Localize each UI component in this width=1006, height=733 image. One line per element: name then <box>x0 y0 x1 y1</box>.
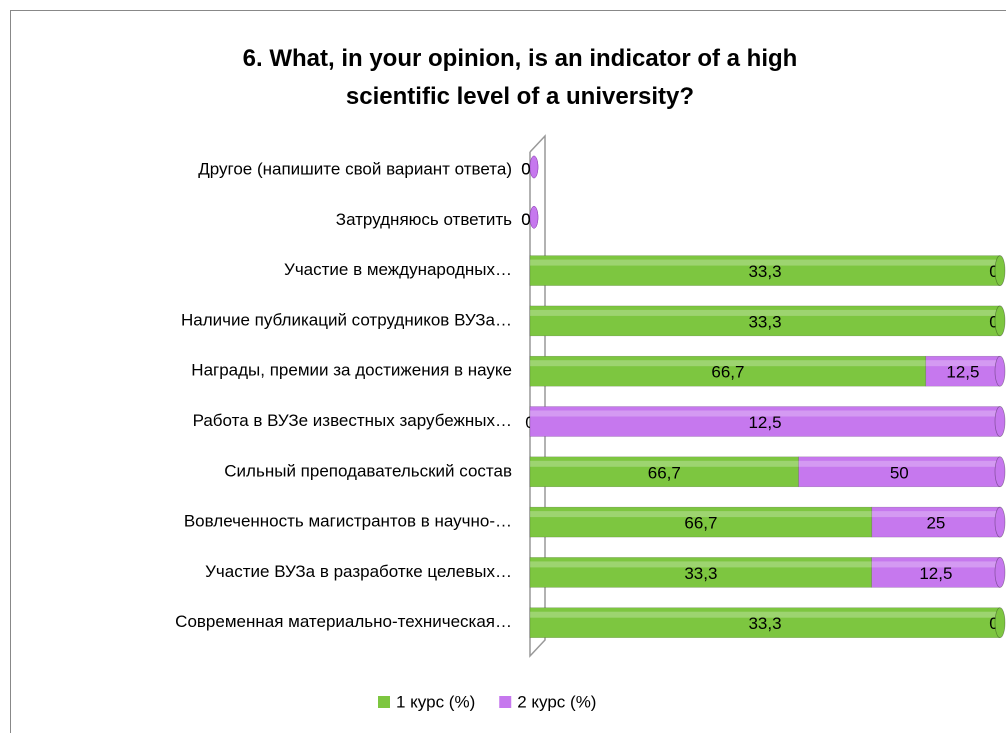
bar-segment <box>529 355 927 387</box>
bar-segment <box>529 206 539 229</box>
category-label: Наличие публикаций сотрудников ВУЗа… <box>181 310 512 329</box>
bar-highlight <box>530 309 1000 316</box>
category-label: Награды, премии за достижения в науке <box>191 361 512 380</box>
bar-cap <box>994 355 1006 387</box>
bar-segment <box>529 607 1001 638</box>
bar-highlight <box>871 511 1000 518</box>
category-label: Затрудняюсь ответить <box>336 210 512 229</box>
bar-cap <box>994 506 1006 538</box>
bar-highlight <box>530 410 1000 417</box>
data-label: 66,7 <box>684 514 717 533</box>
data-label: 33,3 <box>748 614 781 633</box>
category-label: Работа в ВУЗе известных зарубежных… <box>193 411 512 430</box>
back-wall <box>529 134 546 658</box>
data-label: 66,7 <box>648 463 681 482</box>
bar-highlight <box>530 360 926 367</box>
legend-swatch <box>499 696 512 708</box>
bar-segment <box>871 506 1001 538</box>
bar-segment <box>529 557 872 588</box>
bar-segment <box>871 557 1001 588</box>
category-label: Участие в международных… <box>284 260 512 279</box>
category-label: Современная материально-техническая… <box>175 612 512 631</box>
data-label: 33,3 <box>684 564 717 583</box>
bar-cap <box>994 607 1006 639</box>
category-label: Сильный преподавательский состав <box>224 461 512 480</box>
bar-cap <box>994 456 1006 488</box>
bar-segment <box>529 406 1001 437</box>
data-label: 0 <box>521 210 530 229</box>
data-label: 0 <box>989 614 998 633</box>
legend-label: 1 курс (%) <box>396 692 475 711</box>
bar-highlight <box>530 561 872 568</box>
data-label: 50 <box>890 463 909 482</box>
data-label: 33,3 <box>748 312 781 331</box>
data-label: 0 <box>521 159 530 178</box>
bar-segment <box>925 355 1001 387</box>
data-label: 0 <box>989 312 998 331</box>
category-label: Другое (напишите свой вариант ответа) <box>198 159 512 178</box>
chart-title: 6. What, in your opinion, is an indicato… <box>242 45 798 110</box>
bar-highlight <box>530 511 872 518</box>
bar-segment <box>529 456 799 488</box>
legend-label: 2 курс (%) <box>517 692 596 711</box>
bar-segment <box>529 506 873 538</box>
data-label: 12,5 <box>919 564 952 583</box>
bar-highlight <box>925 360 1000 367</box>
data-label: 12,5 <box>748 413 781 432</box>
bar-cap <box>994 255 1006 286</box>
data-label: 33,3 <box>748 262 781 281</box>
bar-segment <box>529 255 1001 286</box>
data-label: 0 <box>521 159 530 178</box>
data-label: 12,5 <box>946 363 979 382</box>
category-label: Участие ВУЗа в разработке целевых… <box>205 562 512 581</box>
bar-highlight <box>530 460 799 467</box>
bar-highlight <box>530 259 1000 266</box>
bar-segment <box>798 456 1001 488</box>
bar-cap <box>994 305 1006 337</box>
bar-cap <box>994 557 1006 588</box>
bar-segment <box>529 155 539 179</box>
data-label: 66,7 <box>711 363 744 382</box>
data-label: 25 <box>926 514 945 533</box>
bar-highlight <box>798 460 1000 467</box>
data-label: 0 <box>521 210 530 229</box>
legend-swatch <box>378 696 390 708</box>
bar-cap <box>994 406 1006 437</box>
bar-highlight <box>530 611 1000 618</box>
bar-highlight <box>871 561 1000 568</box>
category-label: Вовлеченность магистрантов в научно-… <box>184 512 512 531</box>
data-label: 0 <box>989 262 998 281</box>
